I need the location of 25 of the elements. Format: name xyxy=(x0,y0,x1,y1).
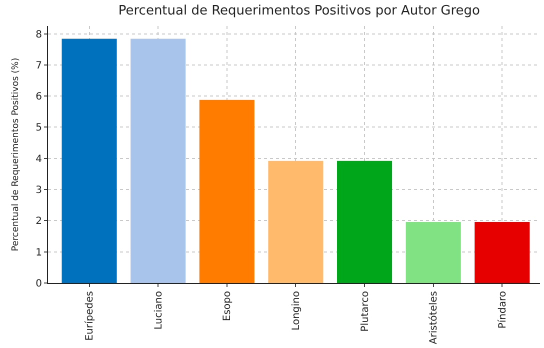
bar xyxy=(474,222,530,283)
x-tick-label: Longino xyxy=(290,291,302,330)
x-tick-label: Eurípedes xyxy=(84,291,96,341)
y-tick-label: 1 xyxy=(36,247,42,258)
y-tick-label: 2 xyxy=(36,216,42,228)
x-tick-label: Píndaro xyxy=(497,291,508,329)
bar xyxy=(337,160,392,283)
bar xyxy=(130,38,186,283)
y-tick-label: 8 xyxy=(36,29,42,40)
bar xyxy=(199,100,254,283)
chart-title: Percentual de Requerimentos Positivos por Autor Grego xyxy=(118,3,480,18)
y-tick-label: 7 xyxy=(36,60,42,72)
y-axis-title: Percentual de Requerimentos Positivos (%) xyxy=(10,58,21,252)
x-tick-label: Plutarco xyxy=(360,291,371,332)
x-tick-label: Aristóteles xyxy=(428,291,440,344)
x-tick-label: Esopo xyxy=(222,291,234,322)
y-tick-label: 3 xyxy=(36,185,42,196)
bar xyxy=(268,160,324,283)
y-tick-label: 4 xyxy=(36,154,42,165)
y-tick-label: 6 xyxy=(36,92,42,103)
bar xyxy=(406,222,461,283)
x-tick-label: Luciano xyxy=(153,291,164,330)
y-tick-label: 5 xyxy=(36,122,42,134)
y-tick-label: 0 xyxy=(36,278,42,290)
bar xyxy=(62,38,117,283)
